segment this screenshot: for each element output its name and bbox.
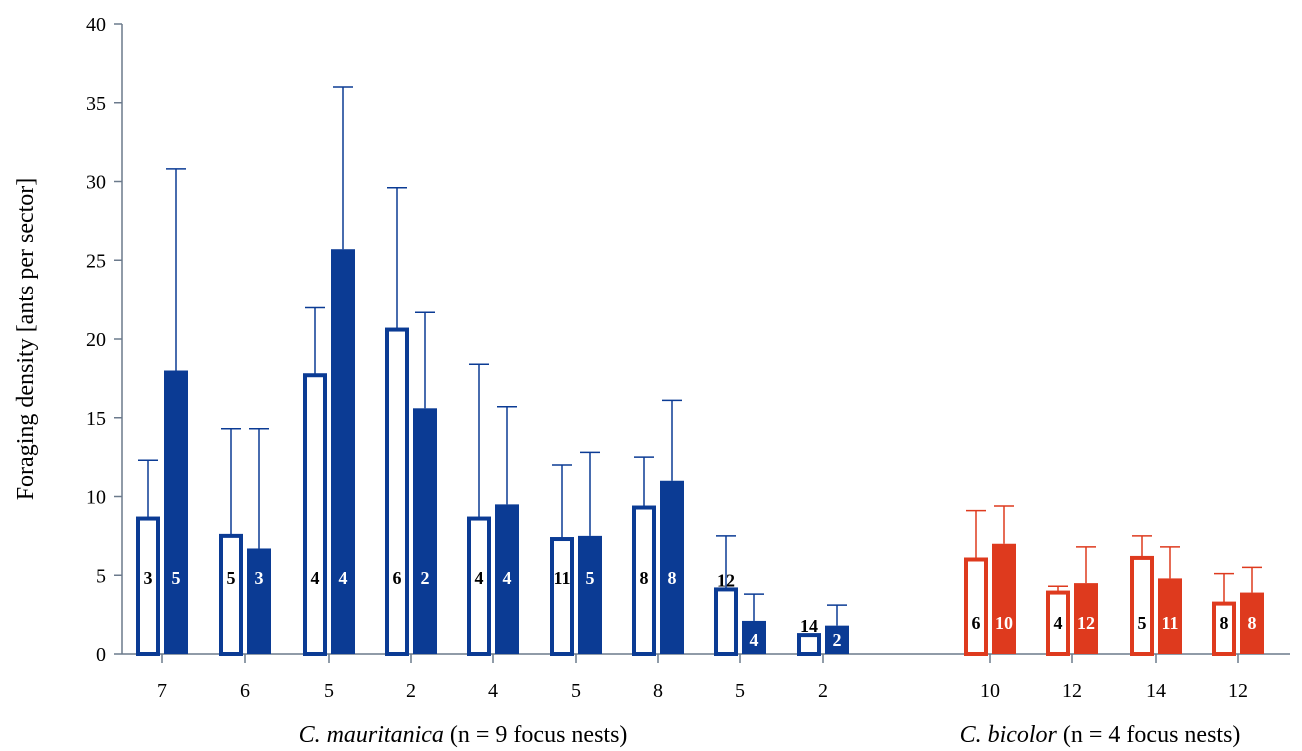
bar-n-label: 14 — [800, 616, 818, 636]
bar-n-label: 11 — [1161, 613, 1178, 633]
bar-filled — [660, 480, 684, 654]
bar-n-label: 6 — [972, 613, 981, 633]
bar-n-label: 5 — [1138, 613, 1147, 633]
bar-filled — [413, 408, 437, 654]
y-tick-label: 30 — [86, 172, 106, 194]
bar-n-label: 4 — [1054, 613, 1063, 633]
bar-n-label: 4 — [339, 568, 348, 588]
bar-open — [964, 557, 988, 656]
axes — [114, 23, 1290, 663]
bar-n-label: 5 — [227, 568, 236, 588]
y-tick-label: 40 — [86, 14, 106, 36]
bar-filled — [331, 249, 355, 654]
x-tick-label: 4 — [488, 680, 498, 702]
bar-open — [1212, 601, 1236, 656]
x-tick-label: 8 — [653, 680, 663, 702]
x-tick-label: 10 — [980, 680, 1000, 702]
x-tick-label: 7 — [157, 680, 167, 702]
bar-open — [714, 587, 738, 656]
bar-filled — [742, 620, 766, 654]
bar-n-label: 4 — [475, 568, 484, 588]
bar-n-label: 4 — [750, 630, 759, 650]
bar-filled — [825, 625, 849, 654]
bar-n-label: 2 — [421, 568, 430, 588]
bar-n-label: 4 — [503, 568, 512, 588]
x-tick-label: 6 — [240, 680, 250, 702]
bar-filled — [1158, 578, 1182, 654]
y-tick-label: 35 — [86, 93, 106, 115]
bar-n-label: 10 — [995, 613, 1013, 633]
bar-filled — [578, 535, 602, 654]
y-tick-label: 5 — [96, 565, 106, 587]
bar-open — [1130, 555, 1154, 656]
bar-open — [797, 633, 821, 656]
bar-n-label: 12 — [717, 570, 735, 590]
bar-n-label: 12 — [1077, 613, 1095, 633]
bar-filled — [1074, 583, 1098, 654]
x-tick-label: 12 — [1062, 680, 1082, 702]
bar-n-label: 8 — [668, 568, 677, 588]
x-tick-label: 5 — [735, 680, 745, 702]
bar-filled — [164, 370, 188, 654]
group-suffix: (n = 4 focus nests) — [1057, 722, 1241, 748]
x-tick-label: 14 — [1146, 680, 1166, 702]
bar-n-label: 2 — [833, 630, 842, 650]
y-axis-label: Foraging density [ants per sector] — [13, 178, 39, 501]
bar-n-label: 8 — [1220, 613, 1229, 633]
bar-n-label: 5 — [172, 568, 181, 588]
bar-open — [303, 373, 327, 656]
bar-filled — [992, 543, 1016, 654]
y-tick-label: 15 — [86, 408, 106, 430]
bar-open — [632, 505, 656, 656]
y-tick-label: 25 — [86, 250, 106, 272]
bar-open — [385, 327, 409, 656]
bar-filled — [1240, 592, 1264, 654]
bar-open — [550, 537, 574, 657]
y-tick-label: 10 — [86, 487, 106, 509]
bar-n-label: 8 — [640, 568, 649, 588]
bar-n-label: 11 — [553, 568, 570, 588]
y-tick-label: 0 — [96, 644, 106, 666]
bar-open — [219, 533, 243, 656]
bar-n-label: 4 — [311, 568, 320, 588]
group-species: C. bicolor — [960, 722, 1058, 748]
x-tick-label: 2 — [406, 680, 416, 702]
group-species: C. mauritanica — [299, 722, 444, 748]
x-tick-label: 5 — [571, 680, 581, 702]
bar-n-label: 3 — [144, 568, 153, 588]
group-label: C. mauritanica (n = 9 focus nests) — [299, 722, 628, 748]
group-label: C. bicolor (n = 4 focus nests) — [960, 722, 1241, 748]
bar-filled — [495, 504, 519, 654]
bar-open — [1046, 590, 1070, 657]
bar-n-label: 3 — [255, 568, 264, 588]
bar-n-label: 6 — [393, 568, 402, 588]
bar-n-label: 5 — [586, 568, 595, 588]
x-tick-label: 2 — [818, 680, 828, 702]
x-tick-label: 5 — [324, 680, 334, 702]
y-tick-label: 20 — [86, 329, 106, 351]
bar-filled — [247, 548, 271, 654]
group-suffix: (n = 9 focus nests) — [444, 722, 628, 748]
bars — [136, 86, 1264, 657]
bar-open — [136, 516, 160, 656]
bar-n-label: 8 — [1248, 613, 1257, 633]
bar-open — [467, 516, 491, 656]
x-tick-label: 12 — [1228, 680, 1248, 702]
